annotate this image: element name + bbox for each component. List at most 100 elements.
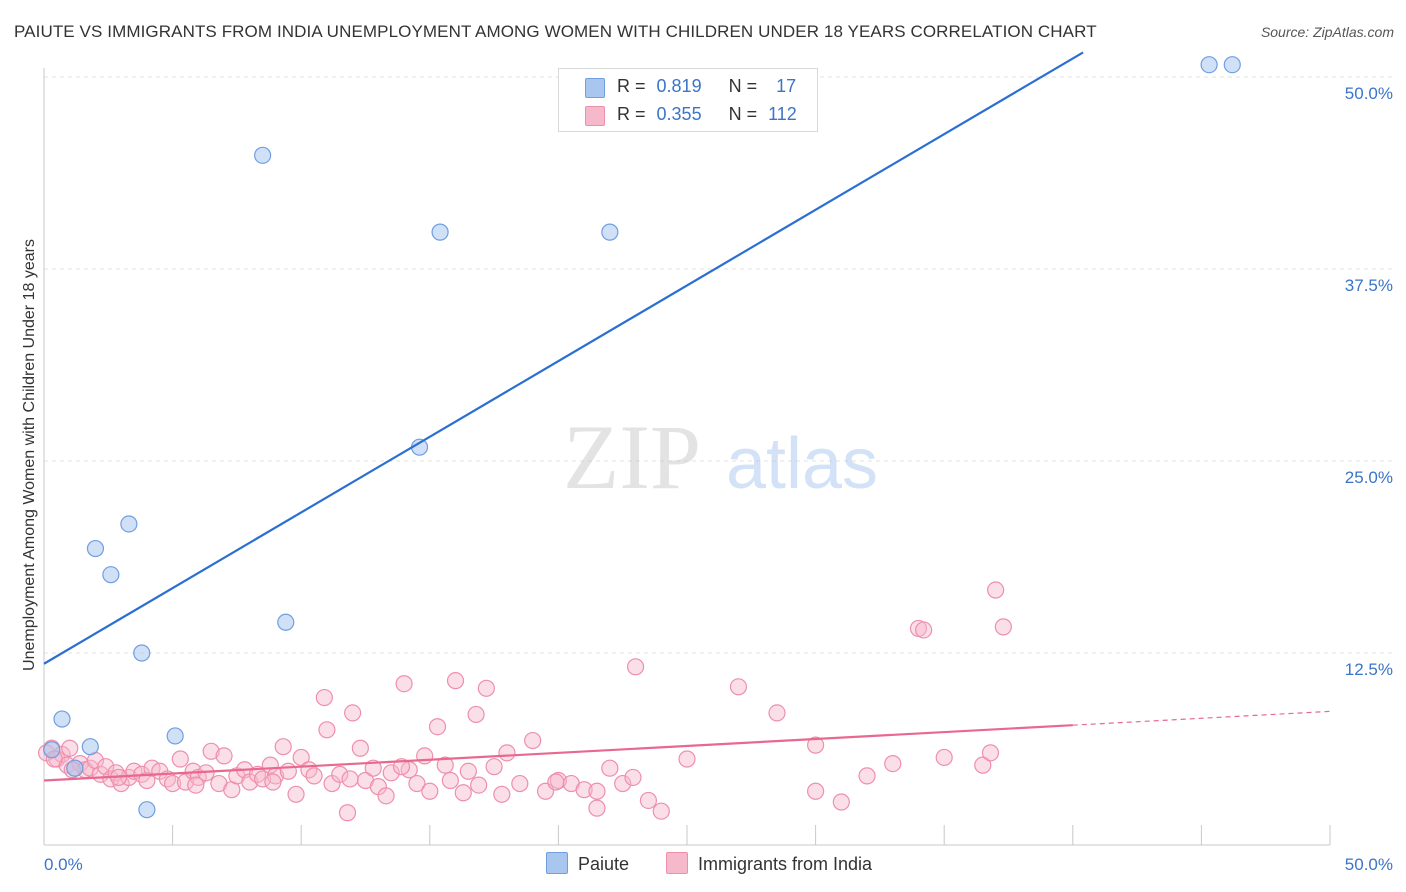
india-point	[341, 770, 359, 788]
source-label: Source: ZipAtlas.com	[1260, 24, 1394, 40]
india-legend-label: Immigrants from India	[698, 854, 873, 874]
y-tick-label: 12.5%	[1345, 660, 1393, 679]
india-point	[832, 793, 850, 811]
india-point	[493, 785, 511, 803]
y-tick-label: 25.0%	[1345, 468, 1393, 487]
india-trend-line	[43, 724, 1073, 782]
trend-lines	[43, 51, 1331, 782]
india-point	[171, 750, 189, 768]
india-point	[639, 791, 658, 810]
paiute-point	[431, 223, 449, 241]
india-point	[652, 802, 670, 820]
india-point	[274, 738, 292, 756]
grid-lines	[44, 76, 1394, 654]
y-tick-label: 37.5%	[1345, 276, 1393, 295]
india-point	[351, 739, 369, 757]
india-point	[467, 705, 485, 724]
india-point	[441, 771, 459, 790]
india-point	[292, 748, 310, 767]
india-point	[264, 773, 282, 791]
bottom-legend-paiute[interactable]: Paiute	[546, 852, 629, 875]
india-point	[202, 742, 220, 760]
paiute-point	[138, 801, 156, 819]
legend-n-value: 112	[768, 104, 797, 124]
india-point	[485, 758, 503, 776]
india-point	[915, 621, 933, 639]
india-point	[318, 721, 336, 739]
chart-title: PAIUTE VS IMMIGRANTS FROM INDIA UNEMPLOY…	[14, 22, 1097, 41]
india-point	[395, 675, 413, 693]
series-paiute-points	[43, 56, 1241, 819]
paiute-point	[601, 223, 619, 241]
india-point	[287, 785, 305, 803]
watermark: ZIP atlas	[563, 406, 878, 508]
paiute-legend-swatch	[546, 852, 568, 874]
india-point	[279, 762, 297, 780]
legend-n-value: 17	[776, 76, 797, 96]
india-point	[729, 678, 748, 696]
india-point	[624, 768, 642, 787]
legend-r-value: 0.819	[656, 76, 702, 96]
india-swatch	[585, 106, 605, 126]
legend-r-label: R =	[617, 76, 646, 96]
paiute-point	[102, 566, 120, 584]
india-point	[626, 658, 645, 676]
india-point	[477, 679, 495, 697]
india-point	[392, 758, 411, 776]
bottom-legend-india[interactable]: Immigrants from India	[666, 852, 872, 875]
watermark-atlas: atlas	[726, 424, 878, 504]
india-point	[994, 618, 1012, 636]
india-point	[331, 765, 349, 783]
india-point	[382, 764, 400, 782]
india-point	[858, 767, 876, 785]
paiute-swatch	[585, 78, 605, 98]
india-point	[459, 762, 477, 780]
india-point	[601, 759, 619, 777]
paiute-trend-line	[43, 51, 1084, 665]
x-tick-label: 50.0%	[1345, 855, 1393, 874]
india-point	[421, 782, 439, 800]
india-point	[254, 770, 272, 788]
legend-n-label: N =	[728, 76, 758, 96]
series-india-points	[37, 581, 1012, 822]
india-point	[215, 747, 233, 765]
india-point	[547, 773, 565, 791]
india-point	[377, 787, 395, 805]
india-point	[884, 754, 902, 773]
paiute-point	[166, 727, 184, 745]
india-point	[511, 774, 529, 793]
india-point	[61, 739, 79, 757]
paiute-point	[43, 741, 61, 759]
india-point	[498, 744, 516, 762]
india-point	[935, 748, 953, 767]
india-point	[768, 704, 786, 722]
y-tick-label: 50.0%	[1345, 84, 1393, 103]
paiute-point	[120, 515, 138, 533]
y-axis-label: Unemployment Among Women with Children U…	[21, 239, 38, 671]
india-point	[470, 776, 488, 794]
x-tick-label: 0.0%	[44, 855, 83, 874]
tick-labels: 12.5% 25.0% 37.5% 50.0% 0.0% 50.0%	[44, 84, 1393, 874]
india-legend-swatch	[666, 852, 688, 874]
paiute-legend-label: Paiute	[578, 854, 630, 874]
india-trend-extension	[1072, 710, 1331, 726]
india-point	[436, 756, 454, 774]
india-point	[164, 774, 182, 793]
paiute-point	[277, 613, 295, 631]
india-point	[446, 672, 465, 690]
correlation-legend: R = 0.819 N = 17 R = 0.355 N = 112	[558, 68, 818, 132]
india-point	[315, 688, 333, 707]
india-point	[678, 750, 696, 768]
paiute-point	[254, 146, 272, 164]
india-point	[364, 759, 382, 777]
india-point	[575, 781, 593, 799]
india-point	[428, 718, 447, 736]
legend-n-label: N =	[728, 104, 758, 124]
india-point	[981, 744, 1000, 762]
paiute-point	[86, 539, 105, 558]
india-point	[588, 782, 606, 800]
india-point	[987, 581, 1005, 599]
india-point	[187, 776, 205, 794]
india-point	[344, 704, 362, 722]
india-point	[524, 731, 542, 750]
